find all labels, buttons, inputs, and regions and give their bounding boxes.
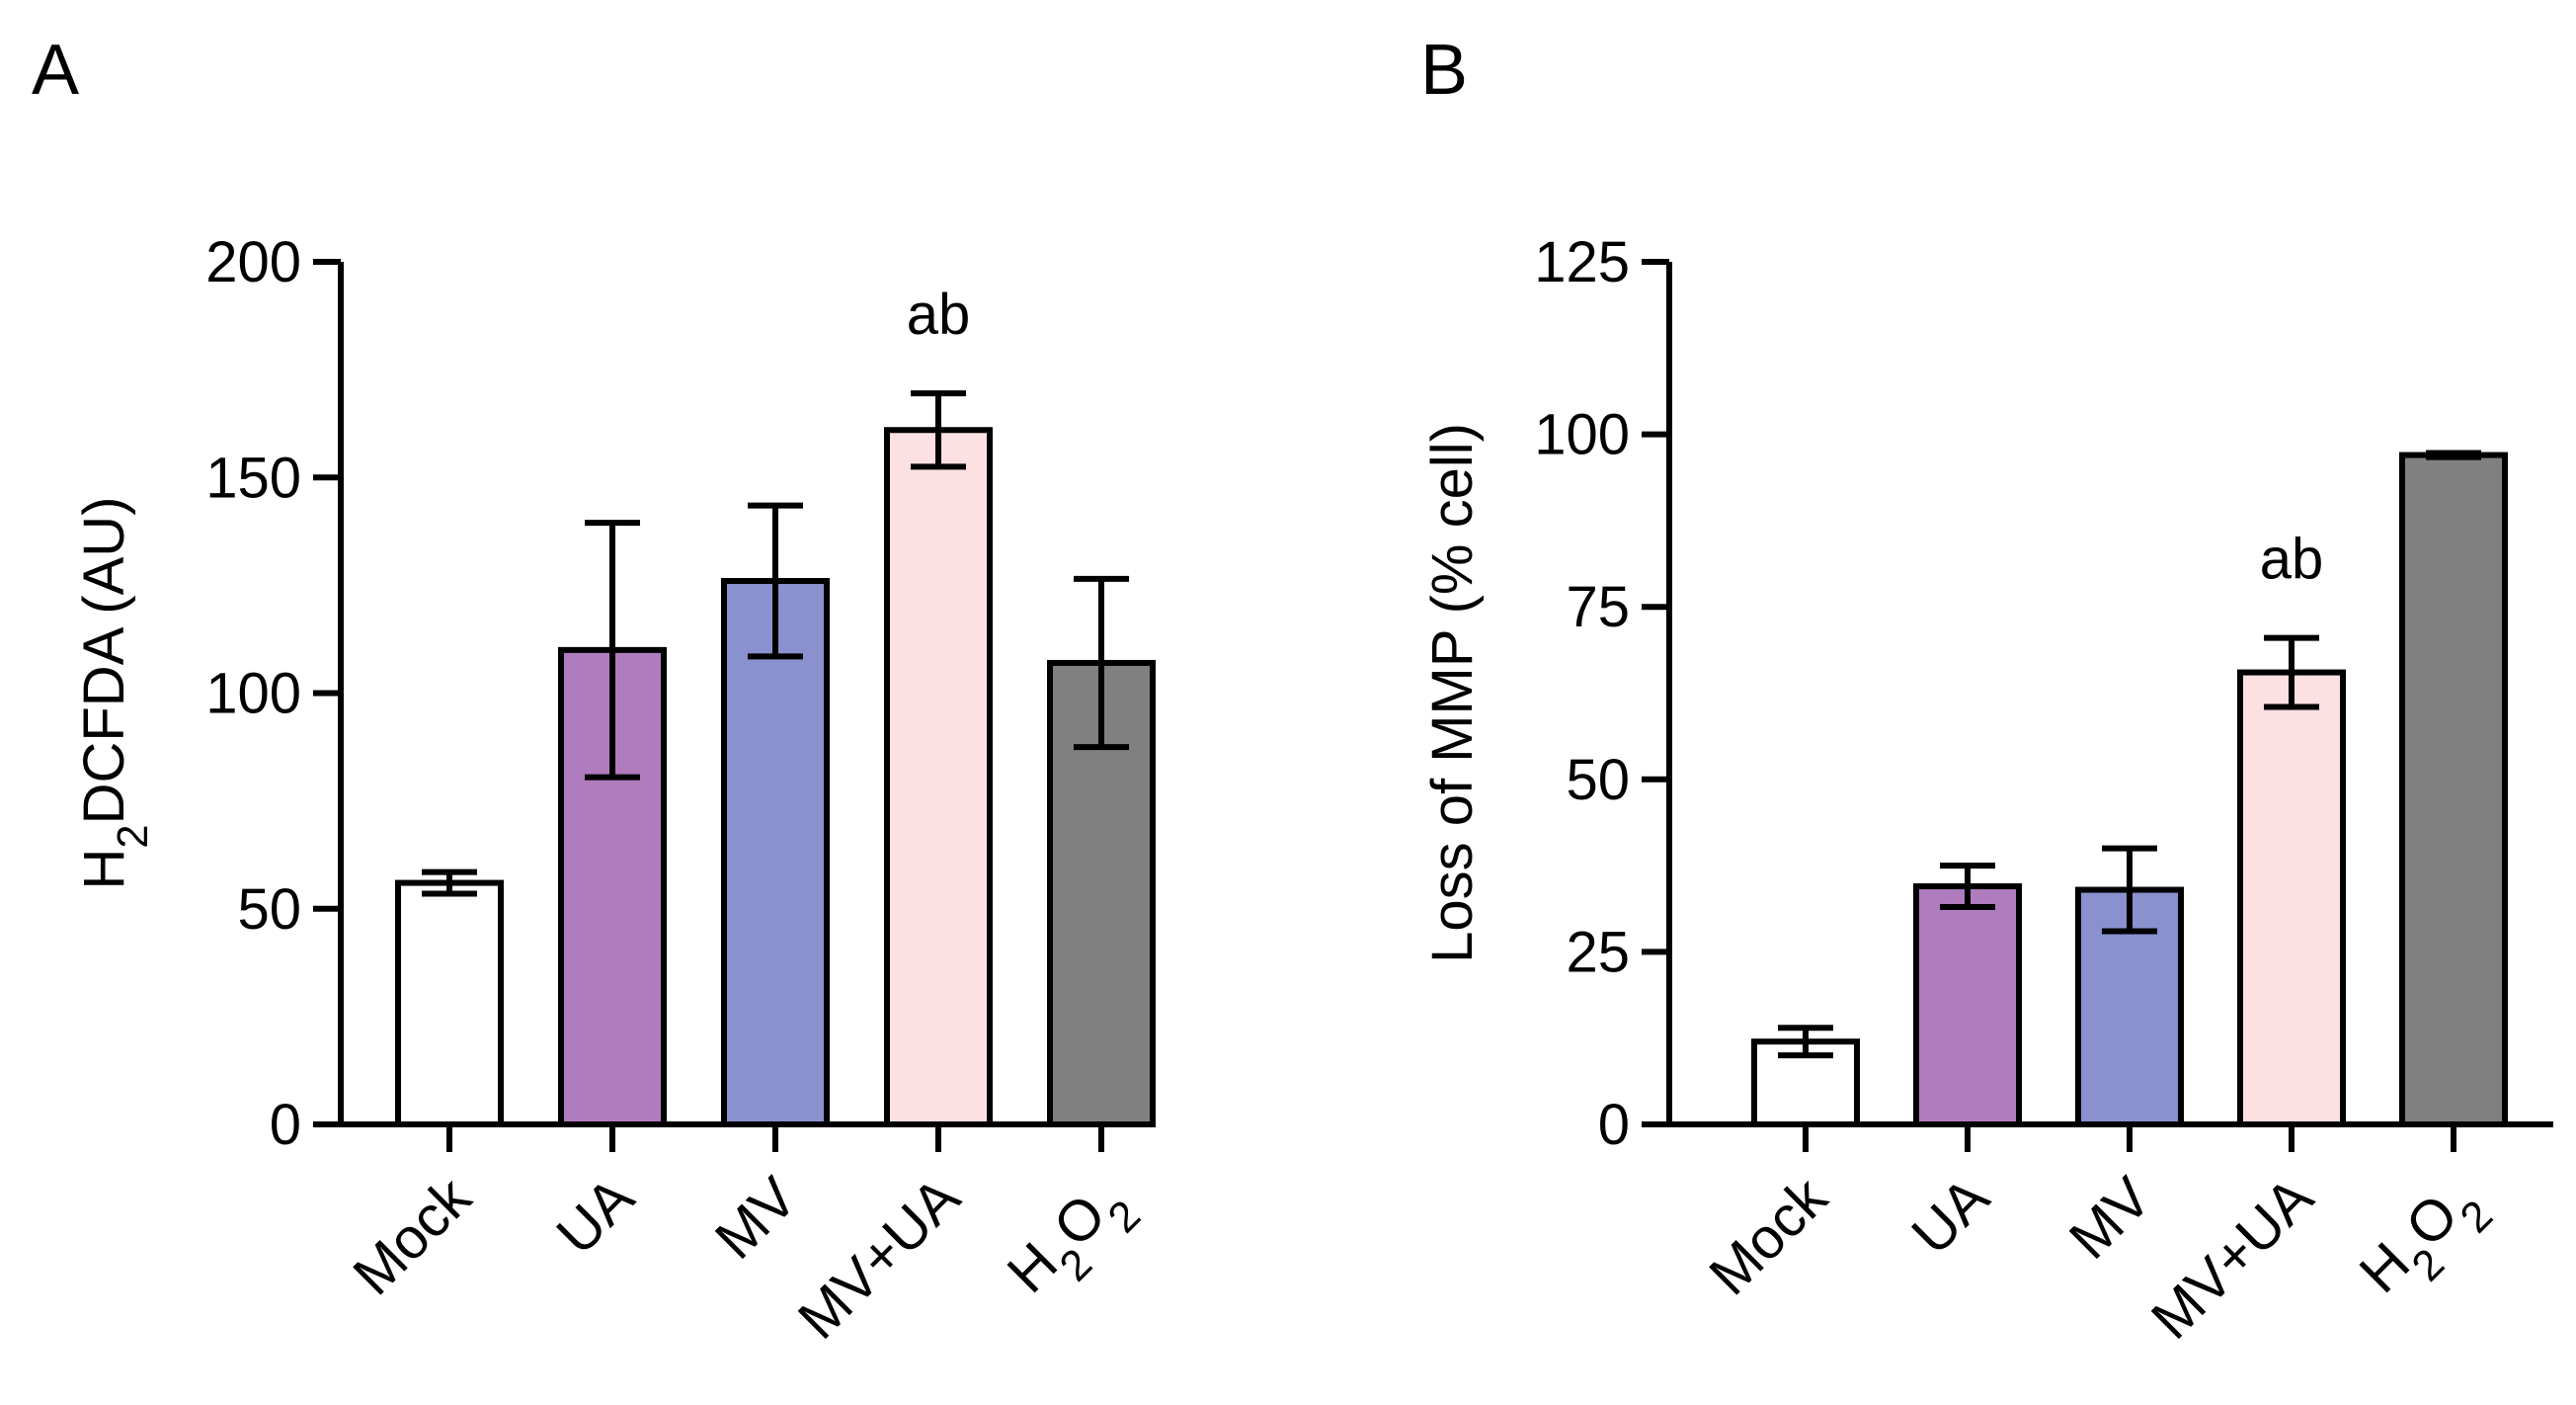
- x-tick-label: UA: [544, 1165, 646, 1267]
- y-tick-label: 100: [205, 662, 301, 726]
- y-axis-title: H2DCFDA (AU): [72, 497, 157, 890]
- x-tick-label: H2O2: [2347, 1165, 2502, 1320]
- y-tick-label: 200: [205, 230, 301, 294]
- y-tick-label: 50: [1566, 748, 1630, 812]
- y-tick-label: 0: [1598, 1093, 1630, 1157]
- bar: [395, 879, 504, 1127]
- panel-label: B: [1420, 31, 1468, 110]
- x-tick-label: MV: [2057, 1165, 2164, 1272]
- bar: [884, 427, 993, 1127]
- bar: [721, 578, 830, 1127]
- x-tick-label: UA: [1899, 1165, 2001, 1267]
- y-axis-title: Loss of MMP (% cell): [1420, 423, 1485, 963]
- y-tick-label: 0: [270, 1093, 301, 1157]
- significance-label: ab: [2260, 528, 2324, 592]
- x-tick-label: H2O2: [995, 1165, 1150, 1320]
- x-tick-label: Mock: [341, 1165, 484, 1308]
- panel-b: B 0 25 50 75 100 125 Loss of MMP (% cell) Mock UA…: [1420, 31, 2553, 1352]
- x-tick-label: MV+UA: [2139, 1165, 2326, 1352]
- x-tick-label: MV: [703, 1165, 810, 1272]
- bar: [1913, 883, 2022, 1127]
- x-tick-label: MV+UA: [786, 1165, 973, 1352]
- y-tick-label: 100: [1534, 403, 1630, 467]
- bar: [2399, 452, 2508, 1127]
- y-tick-label: 150: [205, 446, 301, 510]
- y-tick-label: 50: [237, 877, 301, 942]
- significance-label: ab: [907, 283, 971, 347]
- x-tick-label: Mock: [1697, 1165, 1840, 1308]
- y-tick-label: 75: [1566, 575, 1630, 639]
- y-tick-label: 125: [1534, 230, 1630, 294]
- panel-label: A: [32, 31, 79, 110]
- y-tick-label: 25: [1566, 920, 1630, 984]
- bar: [2237, 669, 2346, 1127]
